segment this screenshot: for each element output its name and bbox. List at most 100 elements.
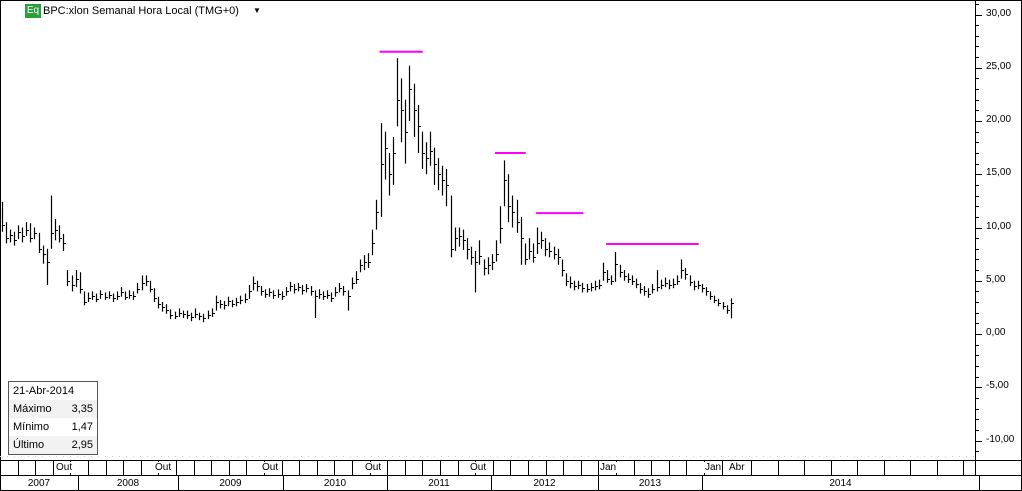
price-bar xyxy=(318,289,322,299)
price-bar xyxy=(277,289,281,298)
x-axis-years: 2007 2008 2009 2010 2011 2012 2013 2014 xyxy=(0,475,1022,491)
price-bar xyxy=(211,308,215,317)
month-tick xyxy=(528,461,529,476)
year-divider xyxy=(283,476,284,491)
price-bar xyxy=(120,287,124,297)
price-bar xyxy=(701,283,705,293)
price-bar xyxy=(178,308,182,317)
price-bar xyxy=(124,291,128,300)
month-tick xyxy=(88,461,89,476)
month-tick xyxy=(440,461,441,476)
month-tick xyxy=(123,461,124,476)
equity-badge: Eq xyxy=(25,3,41,18)
price-bar xyxy=(689,275,693,287)
month-tick xyxy=(176,461,177,476)
price-bar xyxy=(145,275,149,287)
price-bar xyxy=(194,308,198,319)
price-bar xyxy=(540,231,544,249)
price-bar xyxy=(169,309,173,320)
price-bar xyxy=(709,291,713,300)
price-bar xyxy=(83,291,87,306)
price-bar xyxy=(528,238,532,260)
price-bar xyxy=(66,270,70,287)
price-bar xyxy=(174,311,178,320)
y-tick-label: 25,00 xyxy=(986,60,1012,72)
month-tick xyxy=(405,461,406,476)
price-bar xyxy=(256,280,260,292)
price-bar xyxy=(433,147,437,185)
row-value: 1,47 xyxy=(71,421,93,433)
price-bar xyxy=(524,243,528,265)
price-bar xyxy=(429,131,433,166)
month-tick xyxy=(282,461,283,476)
y-tick-label: -10,00 xyxy=(986,433,1015,445)
price-bar xyxy=(87,292,91,303)
dropdown-triangle-icon[interactable]: ▼ xyxy=(252,6,261,15)
price-bar xyxy=(252,276,256,291)
price-bar xyxy=(380,123,384,217)
price-bar xyxy=(38,232,42,254)
price-bar xyxy=(116,291,120,300)
price-bar xyxy=(462,229,466,250)
price-bar xyxy=(594,280,598,291)
price-bar xyxy=(639,282,643,294)
month-tick xyxy=(458,461,459,476)
price-bar xyxy=(235,297,239,307)
year-divider xyxy=(178,476,179,491)
price-bar xyxy=(400,78,404,143)
year-divider xyxy=(598,476,599,491)
year-label: 2013 xyxy=(638,478,662,489)
price-bar xyxy=(281,291,285,300)
price-bar xyxy=(483,259,487,276)
year-label: 2011 xyxy=(428,478,450,489)
month-label: Out xyxy=(469,462,488,473)
row-label: Último xyxy=(13,439,45,451)
price-bar xyxy=(198,312,202,321)
price-plot[interactable] xyxy=(0,0,1022,460)
price-bar xyxy=(590,282,594,292)
price-bar xyxy=(5,222,9,244)
price-bar xyxy=(623,270,627,281)
month-tick xyxy=(493,461,494,476)
price-bar xyxy=(363,255,367,271)
price-bar xyxy=(676,275,680,286)
price-bar xyxy=(314,290,318,319)
price-bar xyxy=(351,277,355,290)
month-tick xyxy=(387,461,388,476)
price-bar xyxy=(656,270,660,292)
data-window: 21-Abr-2014 Máximo 3,35 Mínimo 1,47 Último… xyxy=(8,381,98,455)
price-bar xyxy=(244,293,248,304)
year-divider xyxy=(491,476,492,491)
month-tick xyxy=(669,461,670,476)
row-value: 2,95 xyxy=(71,439,93,451)
data-window-date-row: 21-Abr-2014 xyxy=(9,382,97,400)
price-bar xyxy=(536,227,540,255)
price-bar xyxy=(21,227,25,243)
price-bar xyxy=(334,287,338,297)
month-tick xyxy=(831,461,832,476)
y-tick-label: 15,00 xyxy=(986,167,1012,179)
price-bar xyxy=(544,238,548,257)
price-bar xyxy=(388,152,392,196)
price-bar xyxy=(272,290,276,299)
price-bar xyxy=(132,291,136,300)
price-bar xyxy=(478,240,482,265)
price-bar xyxy=(730,298,734,319)
price-bar xyxy=(635,278,639,289)
month-tick xyxy=(352,461,353,476)
price-bar xyxy=(371,229,375,256)
month-tick xyxy=(299,461,300,476)
price-bar xyxy=(231,299,235,308)
month-tick xyxy=(18,461,19,476)
data-window-row-low: Mínimo 1,47 xyxy=(9,418,97,436)
month-tick xyxy=(581,461,582,476)
month-tick xyxy=(211,461,212,476)
month-tick xyxy=(317,461,318,476)
row-value: 3,35 xyxy=(71,403,93,415)
price-bar xyxy=(367,253,371,268)
price-bar xyxy=(619,264,623,278)
price-bar xyxy=(627,273,631,283)
price-bar xyxy=(128,290,132,299)
chart-header: Eq BPC:xlon Semanal Hora Local (TMG+0) ▼ xyxy=(25,3,261,18)
month-label: Out xyxy=(154,462,173,473)
